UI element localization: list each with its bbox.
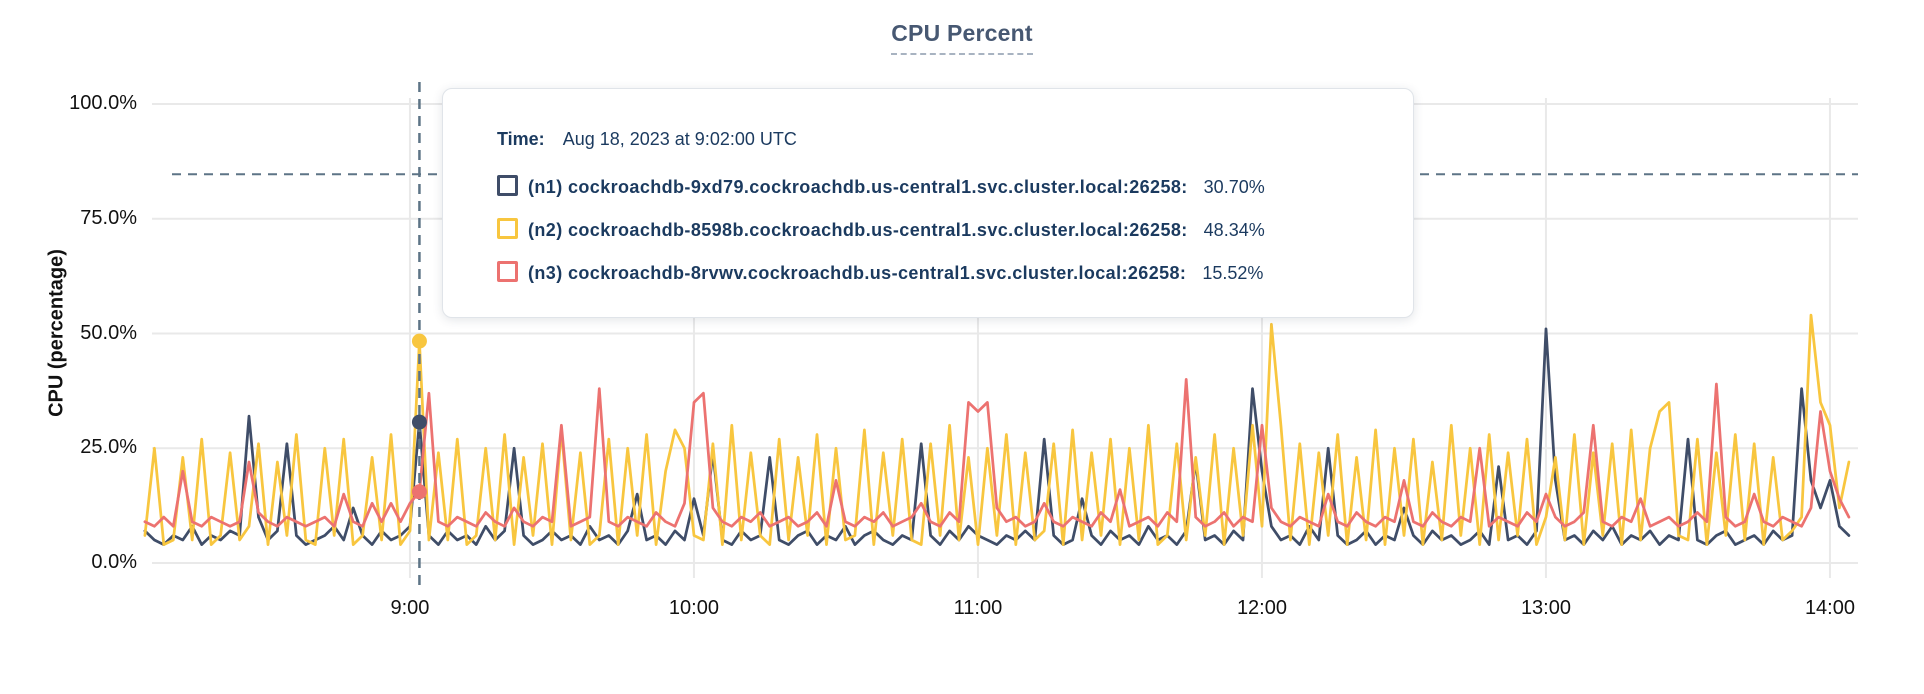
chart-title-wrap: CPU Percent (0, 20, 1924, 55)
tooltip-series-row-n3: (n3) cockroachdb-8rvwv.cockroachdb.us-ce… (497, 261, 1377, 283)
hover-dot-n2 (411, 333, 427, 349)
series-swatch-n3 (497, 261, 518, 282)
hover-dot-n1 (411, 414, 427, 430)
series-swatch-n1 (497, 175, 518, 196)
series-line-n2 (143, 313, 1851, 546)
tooltip-series-label: (n3) cockroachdb-8rvwv.cockroachdb.us-ce… (528, 263, 1187, 283)
chart-tooltip: Time: Aug 18, 2023 at 9:02:00 UTC (n1) c… (442, 88, 1414, 318)
chart-title: CPU Percent (891, 20, 1033, 55)
tooltip-series-label: (n1) cockroachdb-9xd79.cockroachdb.us-ce… (528, 177, 1188, 197)
tooltip-time-row: Time: Aug 18, 2023 at 9:02:00 UTC (497, 129, 1377, 149)
tooltip-series-row-n1: (n1) cockroachdb-9xd79.cockroachdb.us-ce… (497, 175, 1377, 197)
tooltip-time-value: Aug 18, 2023 at 9:02:00 UTC (562, 129, 797, 149)
tooltip-series-value: 30.70% (1203, 177, 1265, 197)
hover-dot-n3 (411, 484, 427, 500)
series-swatch-n2 (497, 218, 518, 239)
tooltip-series-row-n2: (n2) cockroachdb-8598b.cockroachdb.us-ce… (497, 218, 1377, 240)
series-line-n3 (143, 378, 1851, 528)
tooltip-time-label: Time: (497, 129, 545, 149)
tooltip-series-value: 48.34% (1203, 220, 1265, 240)
tooltip-series-label: (n2) cockroachdb-8598b.cockroachdb.us-ce… (528, 220, 1188, 240)
tooltip-series-value: 15.52% (1202, 263, 1264, 283)
